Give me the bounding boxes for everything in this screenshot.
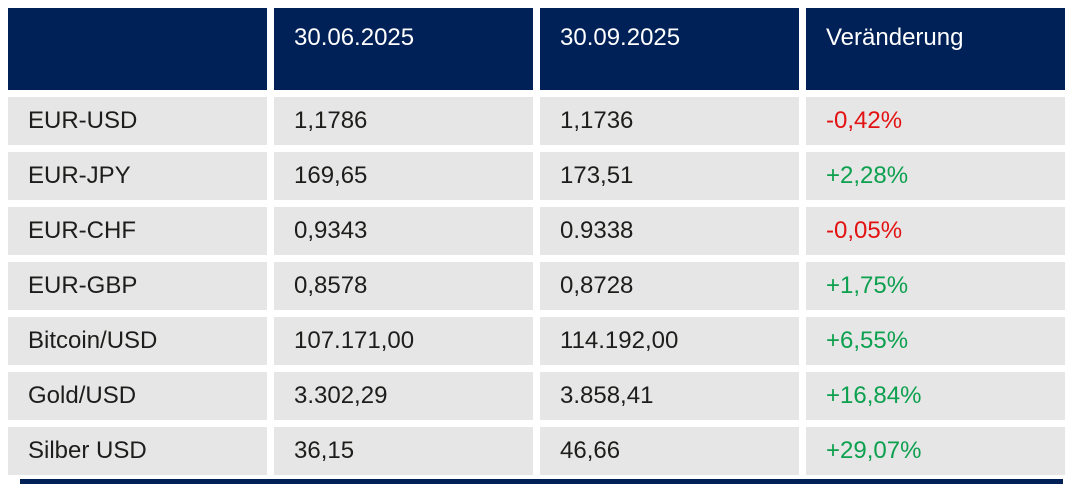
value-3006-cell: 1,1786 [274, 97, 533, 145]
value-3006-cell: 107.171,00 [274, 317, 533, 365]
change-cell: +2,28% [806, 152, 1065, 200]
value-3009-cell: 0,8728 [540, 262, 799, 310]
row-label: EUR-CHF [8, 207, 267, 255]
change-cell: +29,07% [806, 427, 1065, 475]
row-label: EUR-GBP [8, 262, 267, 310]
value-3009-cell: 173,51 [540, 152, 799, 200]
markets-table: 30.06.2025 30.09.2025 Veränderung EUR-US… [8, 8, 1065, 475]
value-3009-cell: 114.192,00 [540, 317, 799, 365]
value-3006-cell: 36,15 [274, 427, 533, 475]
table-header-date-2: 30.09.2025 [540, 8, 799, 90]
row-label: Bitcoin/USD [8, 317, 267, 365]
change-cell: +16,84% [806, 372, 1065, 420]
row-label: EUR-USD [8, 97, 267, 145]
value-3009-cell: 0.9338 [540, 207, 799, 255]
table-header-empty [8, 8, 267, 90]
row-label: Gold/USD [8, 372, 267, 420]
value-3009-cell: 3.858,41 [540, 372, 799, 420]
change-cell: -0,05% [806, 207, 1065, 255]
table-header-date-1: 30.06.2025 [274, 8, 533, 90]
row-label: Silber USD [8, 427, 267, 475]
change-cell: -0,42% [806, 97, 1065, 145]
value-3006-cell: 0,8578 [274, 262, 533, 310]
row-label: EUR-JPY [8, 152, 267, 200]
change-cell: +1,75% [806, 262, 1065, 310]
cutoff-next-section-bar [20, 479, 1063, 484]
value-3006-cell: 0,9343 [274, 207, 533, 255]
value-3006-cell: 3.302,29 [274, 372, 533, 420]
change-cell: +6,55% [806, 317, 1065, 365]
value-3009-cell: 46,66 [540, 427, 799, 475]
value-3006-cell: 169,65 [274, 152, 533, 200]
value-3009-cell: 1,1736 [540, 97, 799, 145]
table-header-change: Veränderung [806, 8, 1065, 90]
